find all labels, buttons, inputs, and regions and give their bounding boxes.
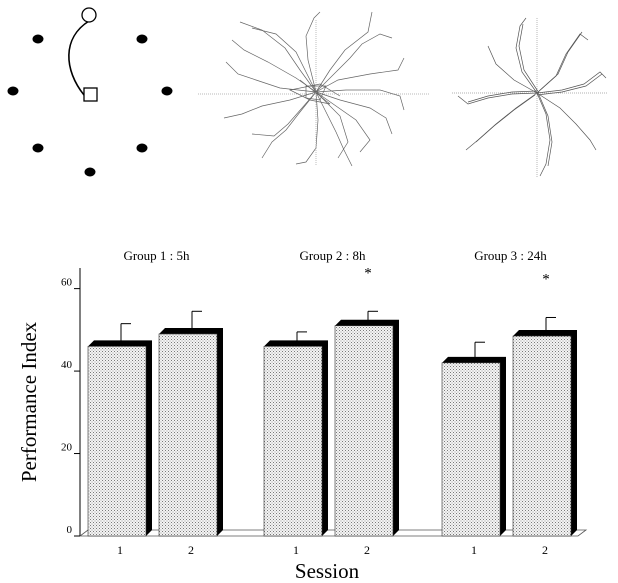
bar: [512, 335, 572, 537]
bar: [158, 333, 218, 537]
group-titles: Group 1 : 5h Group 2 : 8h Group 3 : 24h: [123, 248, 547, 263]
session-label: 2: [188, 543, 194, 557]
category-labels: 1 2 1 2 1 2: [117, 543, 548, 557]
session-label: 1: [117, 543, 123, 557]
bar: [263, 346, 323, 537]
trajectories-before-panel: [198, 11, 430, 167]
session-label: 2: [364, 543, 370, 557]
bar: [87, 346, 147, 537]
session-label: 2: [542, 543, 548, 557]
session-label: 1: [471, 543, 477, 557]
group-title: Group 3 : 24h: [474, 248, 547, 263]
maze-hole: [32, 143, 44, 153]
significance-marker: *: [542, 271, 550, 287]
chart-floor: [78, 529, 588, 537]
y-tick-label: 60: [61, 277, 73, 289]
start-circle-icon: [81, 7, 97, 23]
maze-diagram: [7, 7, 173, 177]
maze-hole: [32, 34, 44, 44]
goal-square-icon: [83, 87, 98, 102]
session-label: 1: [293, 543, 299, 557]
significance-marker: *: [364, 265, 372, 281]
y-tick-label: 20: [61, 442, 73, 454]
maze-hole: [136, 34, 148, 44]
bar: [334, 325, 394, 537]
maze-hole: [84, 167, 96, 177]
y-ticks: 0 20 40 60: [61, 277, 80, 537]
maze-hole: [161, 86, 173, 96]
trajectories-after-panel: [452, 17, 608, 178]
maze-route-line: [68, 20, 90, 96]
y-axis-title: Performance Index: [17, 321, 41, 482]
bars: * *: [87, 265, 577, 537]
y-tick-label: 40: [61, 359, 73, 371]
x-axis-title: Session: [295, 559, 360, 583]
group-title: Group 2 : 8h: [299, 248, 366, 263]
maze-hole: [7, 86, 19, 96]
y-tick-label: 0: [67, 524, 73, 536]
group-title: Group 1 : 5h: [123, 248, 190, 263]
bar: [441, 362, 501, 537]
maze-hole: [136, 143, 148, 153]
